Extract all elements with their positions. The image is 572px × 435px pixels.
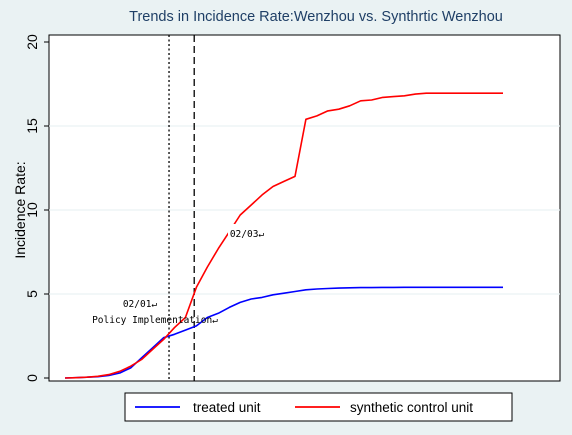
legend-label-synthetic: synthetic control unit	[350, 400, 473, 415]
y-tick-label-3: 15	[24, 118, 40, 134]
y-tick-label-2: 10	[24, 202, 40, 218]
plot-area	[48, 34, 561, 382]
y-tick-label-0: 0	[24, 374, 40, 382]
legend: treated unit synthetic control unit	[124, 392, 513, 422]
annotations: 02/01↵ Policy Implementation↵ 02/03↵	[92, 224, 268, 326]
series-line-synthetic	[64, 92, 503, 379]
y-axis-label: Incidence Rate:	[12, 161, 28, 258]
y-tick-label-1: 5	[24, 290, 40, 298]
annotation-policy-implementation: Policy Implementation↵	[92, 315, 218, 326]
chart-title: Trends in Incidence Rate:Wenzhou vs. Syn…	[129, 9, 503, 25]
y-axis: 0 5 10 15 20	[24, 34, 49, 382]
annotation-date-0203: 02/03↵	[230, 229, 265, 240]
event-lines	[168, 35, 195, 381]
legend-label-treated: treated unit	[193, 400, 261, 415]
annotation-date-0201: 02/01↵	[123, 299, 158, 310]
series-lines	[64, 92, 503, 379]
y-tick-label-4: 20	[24, 34, 40, 50]
annotation-bg-0203	[228, 224, 268, 240]
